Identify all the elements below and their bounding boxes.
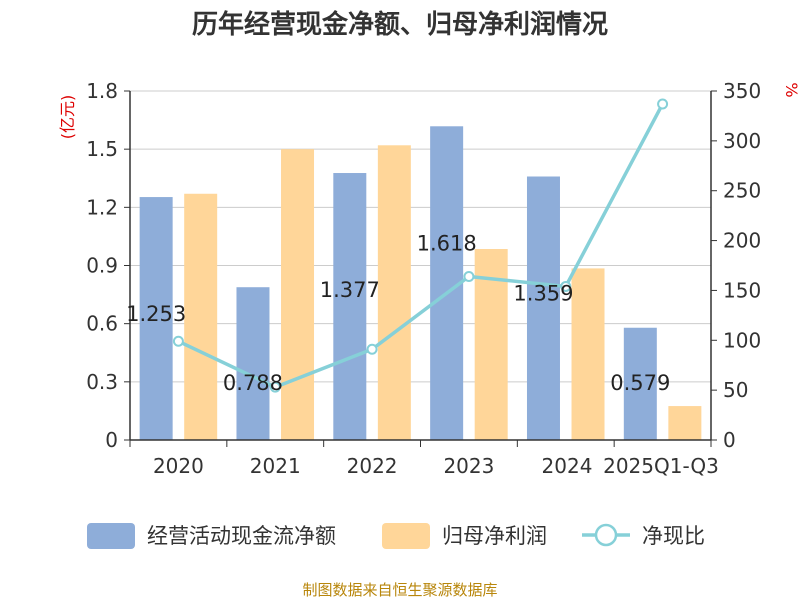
x-tick-label: 2020 bbox=[153, 454, 204, 478]
chart-title: 历年经营现金净额、归母净利润情况 bbox=[192, 9, 608, 40]
bar-cashflow bbox=[139, 197, 173, 440]
ratio-point bbox=[463, 270, 475, 282]
x-tick-label: 2022 bbox=[347, 454, 398, 478]
right-tick-label: 300 bbox=[723, 129, 761, 153]
left-tick-label: 0 bbox=[105, 428, 118, 452]
bar-net-profit bbox=[668, 406, 702, 440]
source-note: 制图数据来自恒生聚源数据库 bbox=[302, 581, 497, 599]
ratio-point bbox=[269, 381, 281, 393]
x-tick-label: 2021 bbox=[250, 454, 301, 478]
axes: 0 0.3 0.6 0.9 1.2 1.5 1.8 0 50 100 150 200 250 300 350… bbox=[86, 79, 761, 478]
bar-net-profit bbox=[571, 268, 605, 440]
left-tick-label: 1.2 bbox=[86, 195, 118, 219]
legend-swatch-ratio-marker bbox=[594, 523, 618, 547]
legend-label-profit: 归母净利润 bbox=[442, 524, 547, 548]
ratio-point bbox=[657, 98, 669, 110]
right-tick-label: 200 bbox=[723, 229, 761, 253]
data-labels: 1.253 0.788 1.377 1.618 1.359 0.579 bbox=[126, 231, 670, 395]
legend-swatch-cashflow bbox=[87, 523, 135, 549]
right-tick-label: 350 bbox=[723, 79, 761, 103]
bar-value-label: 1.253 bbox=[126, 302, 186, 326]
bar-net-profit bbox=[281, 149, 315, 440]
legend-label-cashflow: 经营活动现金流净额 bbox=[147, 524, 336, 548]
left-tick-label: 0.9 bbox=[86, 254, 118, 278]
bar-value-label: 1.359 bbox=[513, 282, 573, 306]
left-tick-label: 0.6 bbox=[86, 312, 118, 336]
ratio-point bbox=[560, 280, 572, 292]
legend-swatch-profit bbox=[382, 523, 430, 549]
right-axis-unit: % bbox=[782, 82, 800, 97]
bar-cashflow bbox=[333, 173, 367, 440]
gridlines bbox=[130, 90, 711, 383]
bar-net-profit bbox=[377, 145, 411, 441]
legend: 经营活动现金流净额 归母净利润 净现比 bbox=[87, 523, 705, 549]
left-tick-label: 1.5 bbox=[86, 137, 118, 161]
left-tick-label: 1.8 bbox=[86, 79, 118, 103]
right-tick-label: 50 bbox=[723, 378, 748, 402]
legend-label-ratio: 净现比 bbox=[642, 524, 705, 548]
bar-cashflow bbox=[236, 287, 270, 440]
bar-cashflow bbox=[526, 176, 560, 440]
right-tick-label: 100 bbox=[723, 328, 761, 352]
x-tick-label: 2025Q1-Q3 bbox=[603, 454, 719, 478]
bar-value-label: 0.788 bbox=[223, 371, 283, 395]
left-tick-label: 0.3 bbox=[86, 370, 118, 394]
ratio-point bbox=[172, 335, 184, 347]
left-axis-unit: (亿元) bbox=[58, 95, 77, 140]
right-tick-label: 250 bbox=[723, 179, 761, 203]
x-tick-label: 2023 bbox=[443, 454, 494, 478]
ratio-point bbox=[366, 343, 378, 355]
bar-value-label: 0.579 bbox=[610, 371, 670, 395]
right-tick-label: 0 bbox=[723, 428, 736, 452]
ratio-series-line bbox=[177, 103, 665, 389]
ratio-line bbox=[172, 98, 669, 393]
bars bbox=[139, 126, 702, 441]
right-tick-label: 150 bbox=[723, 278, 761, 302]
bar-value-label: 1.618 bbox=[417, 231, 477, 255]
bar-cashflow bbox=[623, 327, 657, 440]
bar-net-profit bbox=[184, 193, 218, 440]
bar-value-label: 1.377 bbox=[320, 278, 380, 302]
x-tick-label: 2024 bbox=[542, 454, 593, 478]
